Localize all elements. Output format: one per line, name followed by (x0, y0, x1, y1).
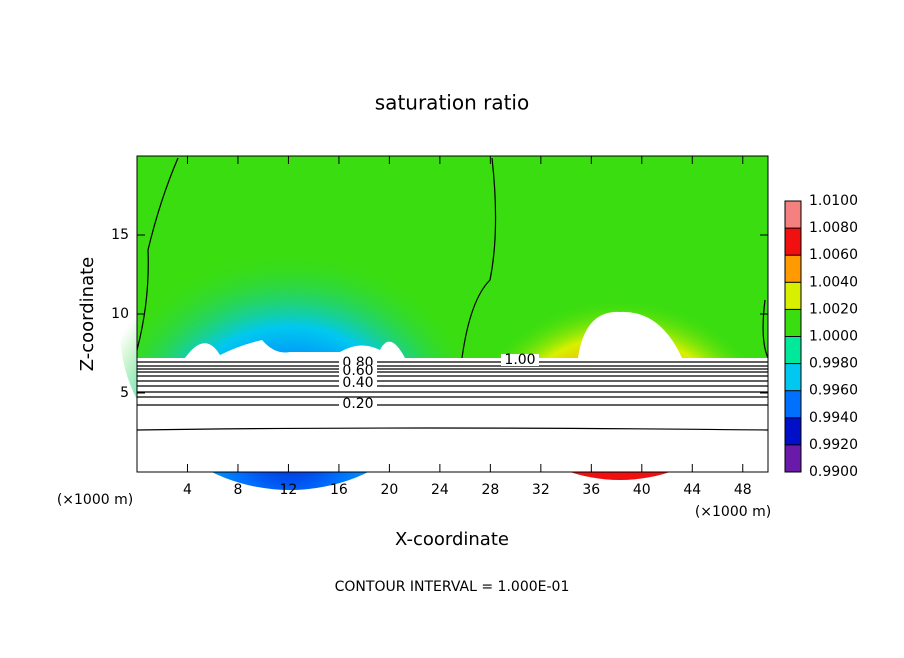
y-axis-label: Z-coordinate (77, 257, 98, 372)
x-tick-label: 32 (532, 482, 550, 498)
colorbar-band (785, 255, 801, 283)
colorbar-tick-label: 0.9980 (809, 356, 858, 372)
x-tick-label: 20 (380, 482, 398, 498)
colorbar-tick-label: 0.9940 (809, 410, 858, 426)
contour-label: 1.00 (504, 352, 535, 368)
x-tick-label: 28 (481, 482, 499, 498)
colorbar-band (785, 444, 801, 472)
colorbar-tick-label: 1.0060 (809, 247, 858, 263)
colorbar-tick-label: 1.0080 (809, 220, 858, 236)
x-tick-label: 16 (330, 482, 348, 498)
colorbar-band (785, 228, 801, 256)
colorbar-band (785, 336, 801, 364)
colorbar-tick-label: 1.0100 (809, 193, 858, 209)
colorbar-band (785, 390, 801, 418)
x-tick-label: 44 (683, 482, 701, 498)
colorbar-tick-label: 1.0020 (809, 301, 858, 317)
colorbar-tick-label: 0.9920 (809, 437, 858, 453)
footer: CONTOUR INTERVAL = 1.000E-01 (335, 579, 570, 595)
colorbar-tick-label: 1.0000 (809, 329, 858, 345)
contour-label-bg (339, 365, 377, 377)
colorbar-band (785, 363, 801, 391)
colorbar-band (785, 417, 801, 445)
colorbar-tick-label: 1.0040 (809, 274, 858, 290)
contour-label-bg (501, 354, 539, 366)
contour-label: 0.20 (342, 396, 373, 412)
chart-title: saturation ratio (375, 91, 529, 115)
y-tick-label: 10 (111, 306, 129, 322)
x-unit: (×1000 m) (695, 504, 771, 520)
x-unit: (×1000 m) (57, 492, 133, 508)
colorbar-tick-label: 0.9900 (809, 464, 858, 480)
x-tick-label: 12 (280, 482, 298, 498)
contour-label-bg (339, 377, 377, 389)
x-tick-label: 40 (633, 482, 651, 498)
x-tick-label: 48 (734, 482, 752, 498)
x-tick-label: 24 (431, 482, 449, 498)
y-tick-label: 5 (120, 385, 129, 401)
contour-label: 0.60 (342, 363, 373, 379)
contour-label-bg (339, 398, 377, 410)
x-axis-label: X-coordinate (395, 529, 509, 550)
contour-label: 0.40 (342, 375, 373, 391)
colorbar-band (785, 309, 801, 337)
x-tick-label: 4 (183, 482, 192, 498)
field (120, 155, 770, 490)
y-tick-label: 15 (111, 227, 129, 243)
colorbar-band (785, 282, 801, 310)
x-tick-label: 36 (582, 482, 600, 498)
colorbar-tick-label: 0.9960 (809, 383, 858, 399)
colorbar-band (785, 201, 801, 229)
x-tick-label: 8 (233, 482, 242, 498)
